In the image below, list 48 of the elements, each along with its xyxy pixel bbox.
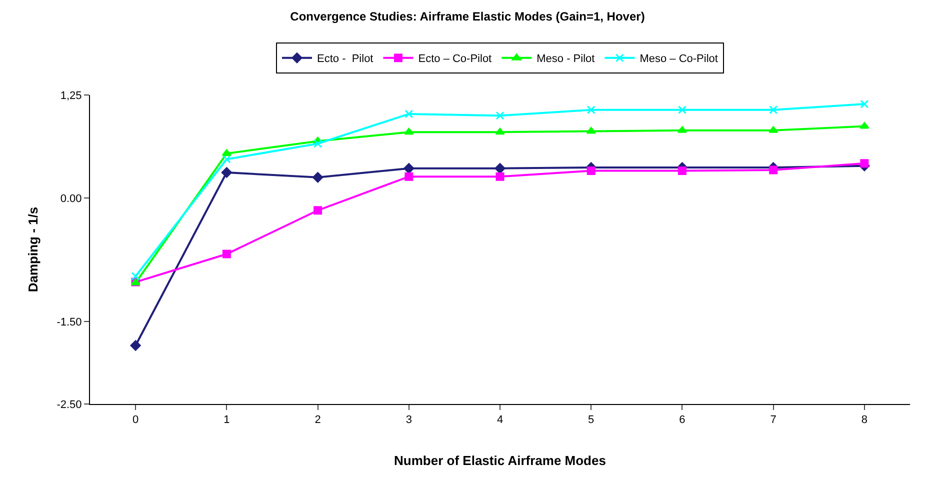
- legend-label: Ecto – Co-Pilot: [418, 53, 492, 66]
- point: [495, 128, 505, 135]
- point: [404, 128, 414, 135]
- x-tick-label: 2: [314, 414, 321, 426]
- point: [586, 106, 596, 114]
- point: [769, 106, 778, 114]
- point: [314, 139, 322, 148]
- point: [494, 163, 506, 174]
- chart-title: Convergence Studies: Airframe Elastic Modes (Gain=1, Hover): [290, 9, 645, 24]
- point: [404, 163, 414, 174]
- point: [404, 172, 414, 181]
- x-tick-label: 7: [770, 414, 776, 426]
- x-tick-label: 1: [224, 414, 230, 426]
- point: [312, 172, 324, 183]
- x-tick-label: 6: [679, 414, 686, 426]
- legend-label: Meso – Co-Pilot: [640, 53, 718, 66]
- point: [496, 172, 504, 181]
- point: [404, 110, 414, 118]
- point: [860, 159, 869, 168]
- point: [222, 155, 231, 164]
- y-tick-label: 0.00: [60, 192, 82, 205]
- y-tick-label: 1,25: [60, 90, 82, 102]
- x-tick-label: 4: [496, 414, 504, 426]
- y-tick-label: -1.50: [56, 316, 82, 328]
- point: [860, 100, 869, 108]
- point: [768, 126, 778, 133]
- point: [130, 340, 141, 351]
- point: [769, 166, 778, 174]
- x-axis-title: Number of Elastic Airframe Modes: [394, 452, 606, 468]
- point: [586, 127, 596, 134]
- point: [860, 122, 870, 129]
- point: [496, 111, 504, 120]
- y-tick-label: -2.50: [56, 398, 82, 411]
- y-axis-title: Damping - 1/s: [26, 206, 41, 292]
- point: [678, 166, 686, 176]
- point: [221, 167, 232, 178]
- point: [678, 106, 686, 114]
- point: [131, 272, 140, 281]
- x-tick-label: 8: [861, 414, 868, 426]
- legend-label: Ecto - Pilot: [317, 53, 374, 66]
- point: [586, 166, 596, 176]
- point: [314, 206, 322, 215]
- x-tick-label: 3: [406, 414, 412, 426]
- legend-label: Meso - Pilot: [536, 53, 595, 66]
- x-tick-label: 5: [588, 414, 594, 426]
- point: [222, 250, 231, 258]
- point: [222, 149, 232, 156]
- x-tick-label: 0: [132, 414, 139, 426]
